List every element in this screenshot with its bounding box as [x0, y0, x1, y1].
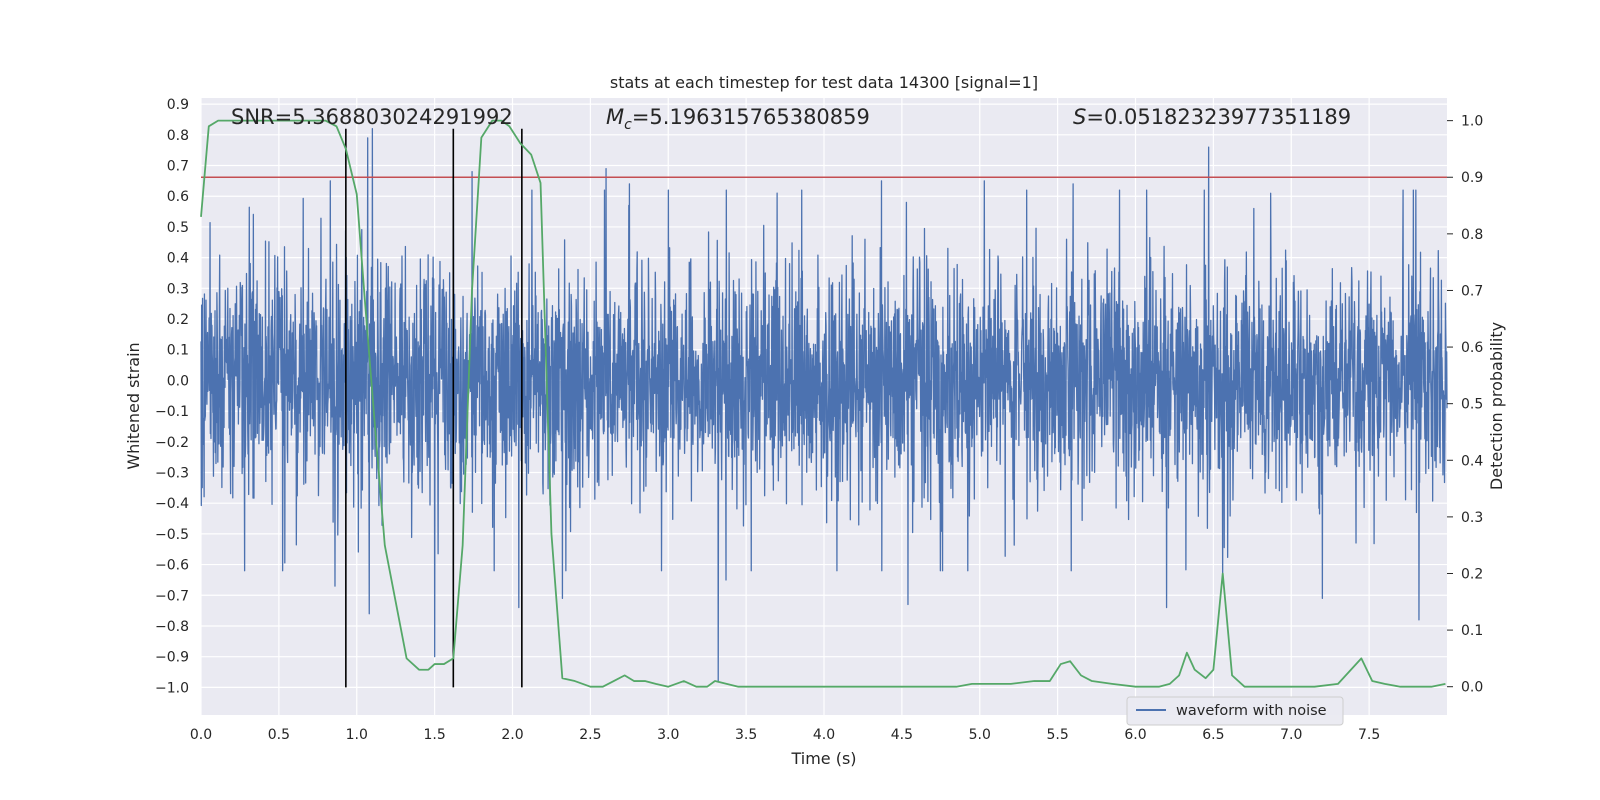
y-right-tick-label: 0.9: [1461, 170, 1483, 186]
y-tick-label: 0.9: [167, 97, 189, 113]
y-tick-label: 0.8: [167, 128, 189, 144]
chirp-mass-subscript: c: [624, 117, 632, 133]
waveform-series: [200, 128, 1448, 682]
x-tick-label: 0.0: [190, 727, 212, 743]
x-tick-label: 1.5: [423, 727, 445, 743]
y-axis-label: Whitened strain: [124, 342, 143, 469]
y-tick-label: 0.1: [167, 343, 189, 359]
x-tick-label: 6.5: [1202, 727, 1224, 743]
y-right-tick-label: 1.0: [1461, 114, 1483, 130]
y-right-tick-label: 0.7: [1461, 283, 1483, 299]
y-tick-label: 0.2: [167, 312, 189, 328]
y-right-axis-label: Detection probability: [1487, 322, 1506, 490]
y-right-tick-label: 0.2: [1461, 566, 1483, 582]
y-tick-label: −0.9: [155, 650, 189, 666]
y-tick-label: −0.2: [155, 435, 189, 451]
y-right-tick-label: 0.6: [1461, 340, 1483, 356]
chirp-mass-value: =5.196315765380859: [632, 105, 870, 129]
y-tick-labels: 0.9 0.8 0.7 0.6 0.5 0.4 0.3 0.2 0.1 0.0 −0.1 −0.2 −0…: [155, 97, 189, 696]
legend: waveform with noise: [1126, 696, 1344, 726]
y-right-tick-label: 0.5: [1461, 397, 1483, 413]
x-tick-label: 4.0: [813, 727, 835, 743]
x-tick-label: 7.5: [1358, 727, 1380, 743]
x-tick-label: 3.0: [657, 727, 679, 743]
s-symbol: S: [1073, 105, 1086, 129]
y-tick-label: 0.6: [167, 189, 189, 205]
legend-box: [1126, 696, 1344, 726]
x-tick-label: 6.0: [1124, 727, 1146, 743]
vertical-lines: [345, 128, 523, 688]
y-right-tick-labels: 1.0 0.9 0.8 0.7 0.6 0.5 0.4 0.3 0.2 0.1 0.0: [1447, 114, 1483, 696]
x-tick-label: 4.5: [891, 727, 913, 743]
x-tick-label: 1.0: [346, 727, 368, 743]
chirp-mass-annotation: Mc=5.196315765380859: [606, 105, 870, 133]
x-tick-label: 5.5: [1046, 727, 1068, 743]
x-axis-label: Time (s): [790, 749, 856, 768]
s-annotation: S=0.05182323977351189: [1073, 105, 1351, 129]
s-value: =0.05182323977351189: [1086, 105, 1351, 129]
chart-title: stats at each timestep for test data 143…: [610, 73, 1038, 92]
x-tick-label: 2.0: [501, 727, 523, 743]
y-tick-label: 0.7: [167, 159, 189, 175]
x-tick-label: 7.0: [1280, 727, 1302, 743]
y-tick-label: −0.3: [155, 465, 189, 481]
y-right-tick-label: 0.4: [1461, 453, 1483, 469]
y-tick-label: −1.0: [155, 680, 189, 696]
y-right-tick-label: 0.8: [1461, 227, 1483, 243]
y-tick-label: 0.4: [167, 251, 189, 267]
chirp-mass-symbol: M: [606, 105, 624, 129]
waveform-line: [200, 128, 1448, 682]
y-tick-label: 0.3: [167, 281, 189, 297]
y-right-tick-label: 0.1: [1461, 623, 1483, 639]
x-tick-label: 2.5: [579, 727, 601, 743]
probability-layer: [200, 119, 1446, 688]
detection-probability-line: [200, 119, 1446, 688]
y-right-tick-label: 0.0: [1461, 680, 1483, 696]
y-tick-label: 0.5: [167, 220, 189, 236]
x-tick-label: 5.0: [969, 727, 991, 743]
y-tick-label: −0.1: [155, 404, 189, 420]
x-tick-label: 0.5: [268, 727, 290, 743]
x-tick-labels: 0.0 0.5 1.0 1.5 2.0 2.5 3.0 3.5 4.0 4.5 5.0 5.5 6.0 6…: [190, 727, 1380, 743]
snr-annotation: SNR=5.368803024291992: [231, 105, 513, 129]
y-tick-label: −0.6: [155, 558, 189, 574]
y-tick-label: 0.0: [167, 373, 189, 389]
y-tick-label: −0.5: [155, 527, 189, 543]
legend-label: waveform with noise: [1176, 703, 1327, 719]
y-tick-label: −0.8: [155, 619, 189, 635]
y-tick-label: −0.4: [155, 496, 189, 512]
y-tick-label: −0.7: [155, 588, 189, 604]
y-right-tick-label: 0.3: [1461, 510, 1483, 526]
x-tick-label: 3.5: [735, 727, 757, 743]
